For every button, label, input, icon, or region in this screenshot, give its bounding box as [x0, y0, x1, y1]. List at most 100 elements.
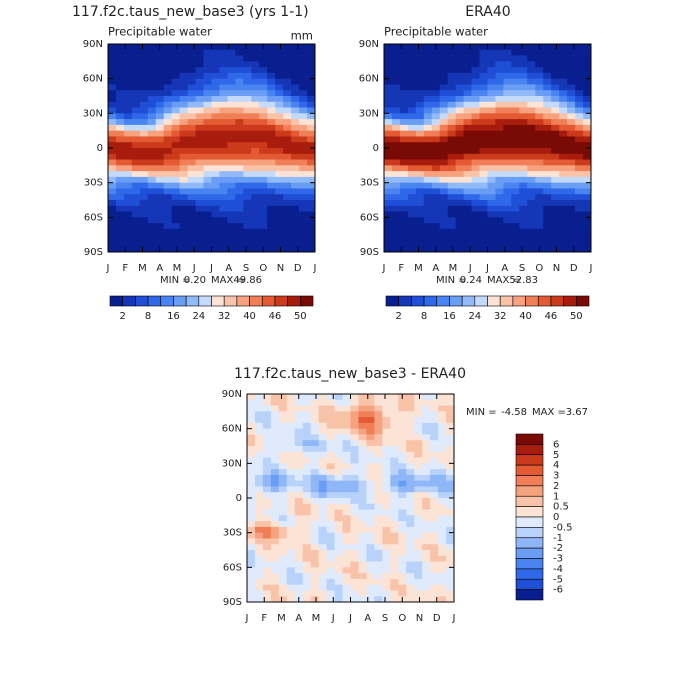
field-cell [270, 440, 280, 447]
field-cell [583, 240, 592, 247]
field-cell [294, 451, 304, 458]
field-cell [503, 113, 512, 120]
field-cell [446, 584, 455, 591]
field-cell [479, 44, 488, 51]
field-cell [299, 101, 308, 108]
field-cell [187, 240, 196, 247]
field-cell [430, 515, 439, 522]
field-cell [251, 159, 260, 166]
field-cell [262, 503, 272, 510]
field-cell [270, 567, 280, 574]
field-cell [171, 55, 181, 62]
field-cell [463, 142, 472, 149]
field-cell [535, 182, 544, 189]
field-cell [326, 521, 335, 528]
field-cell [299, 49, 308, 56]
field-cell [447, 78, 457, 85]
field-cell [283, 159, 292, 166]
field-cell [291, 90, 300, 97]
field-cell [406, 394, 415, 401]
field-cell [414, 411, 423, 418]
field-cell [519, 176, 528, 184]
field-cell [439, 234, 449, 241]
field-cell [543, 78, 552, 85]
field-cell [399, 130, 409, 137]
field-cell [123, 72, 133, 80]
x-tick-label: N [553, 263, 560, 274]
field-cell [399, 90, 409, 97]
field-cell [294, 503, 304, 510]
field-cell [399, 217, 409, 224]
field-cell [147, 61, 157, 68]
field-cell [211, 176, 220, 184]
field-cell [318, 405, 328, 412]
field-cell [139, 240, 149, 247]
field-cell [511, 217, 520, 224]
field-cell [495, 246, 504, 253]
field-cell [382, 394, 391, 401]
field-cell [334, 399, 343, 406]
field-cell [358, 498, 367, 505]
field-cell [275, 78, 284, 85]
field-cell [391, 78, 401, 85]
field-cell [423, 205, 433, 212]
field-cell [139, 182, 149, 189]
field-cell [398, 590, 407, 597]
field-cell [283, 67, 292, 74]
field-cell [479, 205, 488, 212]
field-cell [414, 521, 423, 528]
field-cell [463, 182, 472, 189]
field-cell [422, 573, 431, 580]
field-cell [195, 78, 204, 85]
field-cell [519, 96, 528, 103]
field-cell [171, 246, 181, 253]
field-cell [423, 142, 433, 149]
field-cell [334, 474, 343, 482]
field-cell [382, 434, 391, 441]
field-cell [326, 561, 335, 568]
field-cell [302, 561, 312, 568]
field-cell [278, 509, 288, 516]
field-cell [535, 136, 544, 143]
field-cell [422, 428, 431, 435]
field-cell [503, 61, 512, 68]
field-cell [318, 417, 328, 424]
field-cell [294, 538, 304, 545]
field-cell [398, 451, 407, 458]
field-cell [139, 96, 149, 103]
field-cell [398, 474, 407, 482]
field-cell [286, 498, 296, 505]
field-cell [139, 90, 149, 97]
field-cell [203, 228, 212, 236]
field-cell [422, 498, 431, 505]
field-cell [439, 49, 449, 56]
field-cell [254, 515, 264, 522]
field-cell [391, 194, 401, 201]
field-cell [294, 584, 304, 591]
field-cell [382, 538, 391, 545]
field-cell [179, 211, 189, 218]
field-cell [334, 561, 343, 568]
field-cell [463, 67, 472, 74]
field-cell [366, 469, 375, 476]
field-cell [139, 78, 149, 85]
field-cell [259, 188, 268, 195]
field-cell [551, 101, 560, 108]
field-cell [179, 61, 189, 68]
field-cell [390, 561, 399, 568]
field-cell [270, 463, 280, 470]
y-tick-label: 30N [359, 108, 379, 119]
field-cell [358, 503, 367, 510]
field-cell [350, 451, 359, 458]
field-cell [262, 573, 272, 580]
field-cell [286, 394, 296, 401]
field-cell [447, 84, 457, 91]
field-cell [307, 72, 316, 80]
field-cell [155, 176, 165, 184]
field-cell [334, 428, 343, 435]
field-cell [310, 422, 320, 430]
field-cell [227, 49, 236, 56]
field-cell [283, 72, 292, 80]
field-cell [366, 480, 375, 487]
field-cell [583, 55, 592, 62]
